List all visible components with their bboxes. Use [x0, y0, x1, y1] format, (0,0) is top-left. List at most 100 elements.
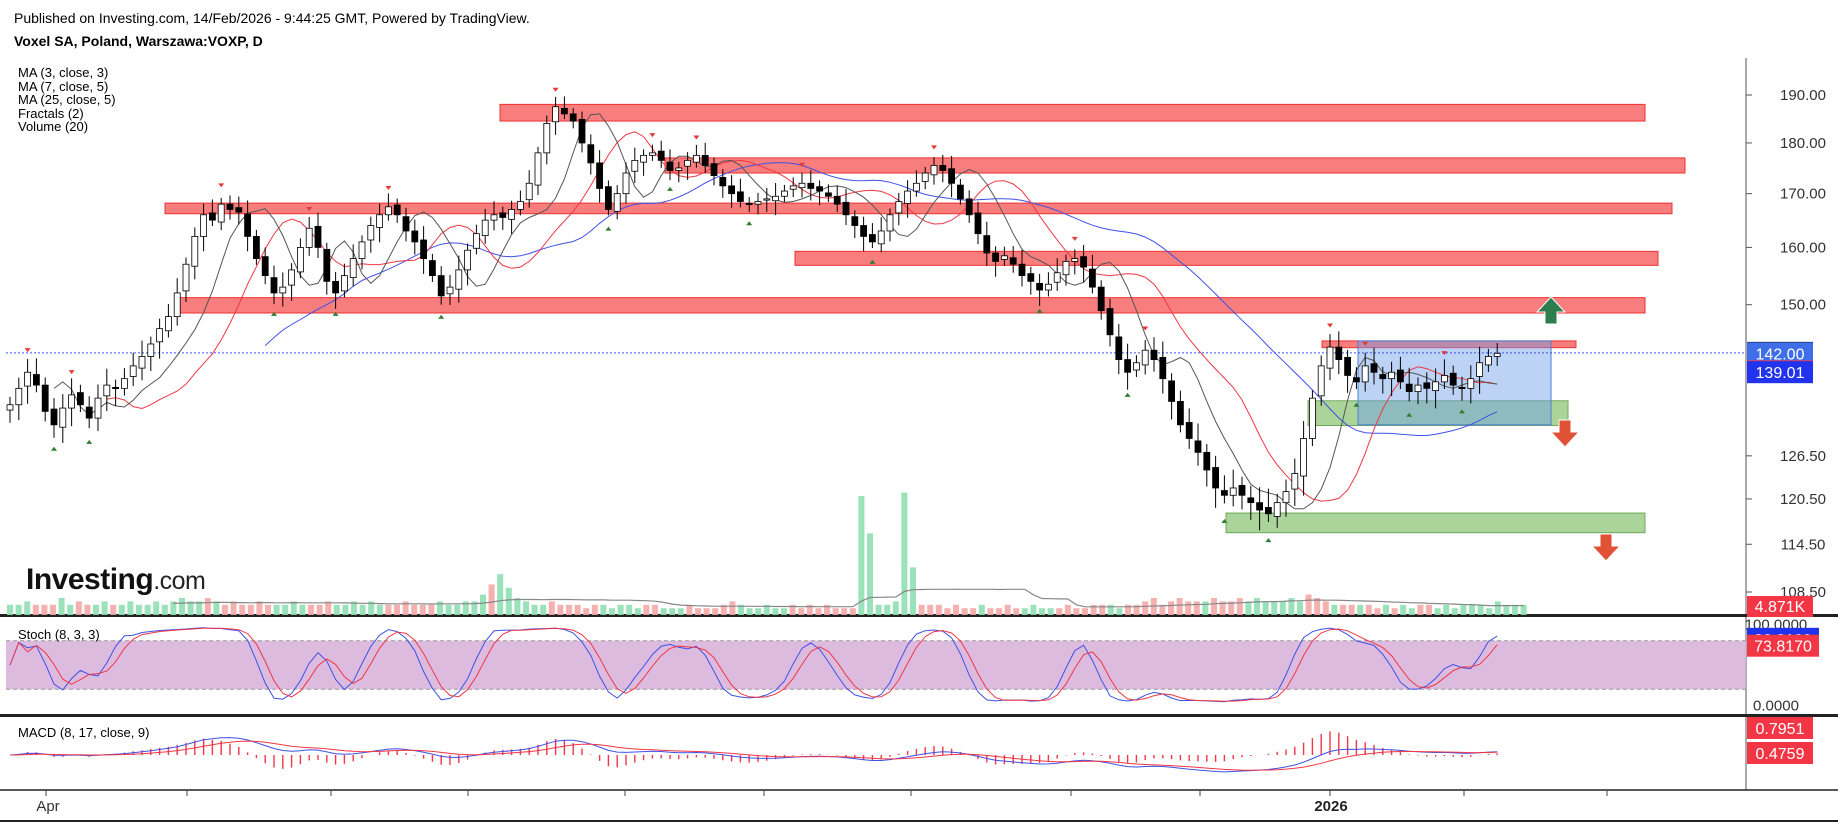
candle — [886, 208, 894, 242]
candle — [1476, 346, 1483, 394]
time-label: 2026 — [1314, 798, 1347, 815]
symbol-title: Voxel SA, Poland, Warszawa:VOXP, D — [14, 33, 263, 49]
volume-bar — [1503, 604, 1510, 615]
candle — [1089, 254, 1096, 294]
volume-bar — [282, 604, 289, 615]
time-label: Apr — [36, 798, 59, 815]
candle — [1441, 359, 1448, 390]
volume-bar — [93, 604, 99, 615]
candle-body — [376, 214, 384, 228]
candle — [15, 377, 23, 421]
volume-bar — [1185, 601, 1192, 615]
candle-body — [552, 106, 559, 123]
candle-body — [77, 392, 84, 406]
up-arrow-icon — [1535, 296, 1567, 325]
candle-body — [605, 186, 612, 210]
legend-volume: Volume (20) — [18, 119, 89, 134]
candle — [1053, 258, 1061, 291]
volume-bar — [419, 604, 426, 615]
candle — [411, 219, 419, 255]
volume-bar — [712, 608, 719, 615]
volume-bar — [781, 608, 787, 615]
volume-bar — [497, 574, 504, 615]
candle — [446, 275, 454, 305]
candle — [833, 185, 841, 213]
candle — [305, 216, 313, 256]
volume-bar — [910, 567, 916, 615]
candle — [1361, 352, 1369, 392]
candle-body — [68, 394, 75, 409]
volume-bar — [1116, 608, 1123, 615]
volume-bar — [1314, 598, 1321, 615]
candle — [1141, 339, 1149, 375]
candle-body — [1141, 349, 1149, 366]
volume-bar — [144, 604, 151, 615]
fractal-up-marker — [799, 162, 805, 167]
candle — [437, 266, 445, 305]
volume-bar — [875, 604, 882, 615]
volume-bar — [179, 598, 185, 615]
candle-body — [965, 198, 973, 216]
volume-bar — [342, 604, 349, 615]
volume-bar — [471, 601, 478, 615]
volume-pane — [7, 492, 1527, 615]
volume-bar — [1305, 594, 1312, 615]
candle — [1045, 272, 1052, 297]
candle-body — [1449, 372, 1457, 386]
candle-body — [1089, 268, 1096, 288]
candle-body — [1379, 374, 1387, 380]
volume-bar — [170, 601, 177, 615]
candle — [1405, 367, 1413, 402]
candle — [781, 184, 788, 203]
volume-bar — [230, 601, 237, 615]
candle — [596, 150, 603, 203]
candle-body — [710, 163, 718, 176]
down-arrow-icon — [1590, 533, 1622, 562]
volume-bar — [626, 604, 633, 615]
volume-bar — [720, 604, 727, 615]
volume-bar — [402, 601, 409, 615]
candle — [622, 162, 630, 204]
candle — [1018, 249, 1026, 287]
candle-body — [384, 206, 392, 216]
candle-body — [112, 386, 119, 389]
candle — [1036, 273, 1043, 306]
volume-bar — [290, 601, 297, 615]
candle — [499, 206, 507, 230]
candle — [1106, 298, 1114, 347]
candle-body — [1423, 382, 1431, 389]
brand-name: Investing — [26, 563, 154, 596]
candle-body — [1080, 256, 1087, 268]
volume-bar — [1383, 604, 1389, 615]
candle — [138, 340, 146, 381]
indicator-legend: MA (3, close, 3) MA (7, close, 5) MA (25… — [18, 66, 116, 134]
volume-bar — [996, 608, 1002, 615]
candle — [270, 265, 278, 305]
candle — [1449, 365, 1457, 395]
candle — [798, 172, 806, 198]
volume-bar — [677, 608, 684, 615]
volume-bar — [84, 604, 91, 615]
candle-body — [957, 184, 964, 200]
volume-bar — [127, 601, 134, 615]
candle — [974, 201, 982, 245]
candle-body — [428, 260, 436, 277]
candle-body — [1036, 282, 1043, 291]
candle — [1001, 246, 1008, 266]
candle — [393, 198, 401, 223]
candle-body — [191, 236, 199, 267]
candle — [103, 368, 111, 412]
candle — [1115, 324, 1123, 375]
volume-bar — [118, 604, 125, 615]
price-tick-label: 120.50 — [1780, 491, 1826, 508]
fractal-down-marker — [332, 311, 339, 316]
candle-body — [1405, 383, 1413, 393]
macd-value-badge — [1747, 742, 1813, 764]
candle — [41, 377, 49, 422]
candle — [314, 212, 322, 259]
volume-bar — [1400, 604, 1407, 615]
candle-body — [675, 167, 683, 171]
candle — [737, 178, 744, 208]
